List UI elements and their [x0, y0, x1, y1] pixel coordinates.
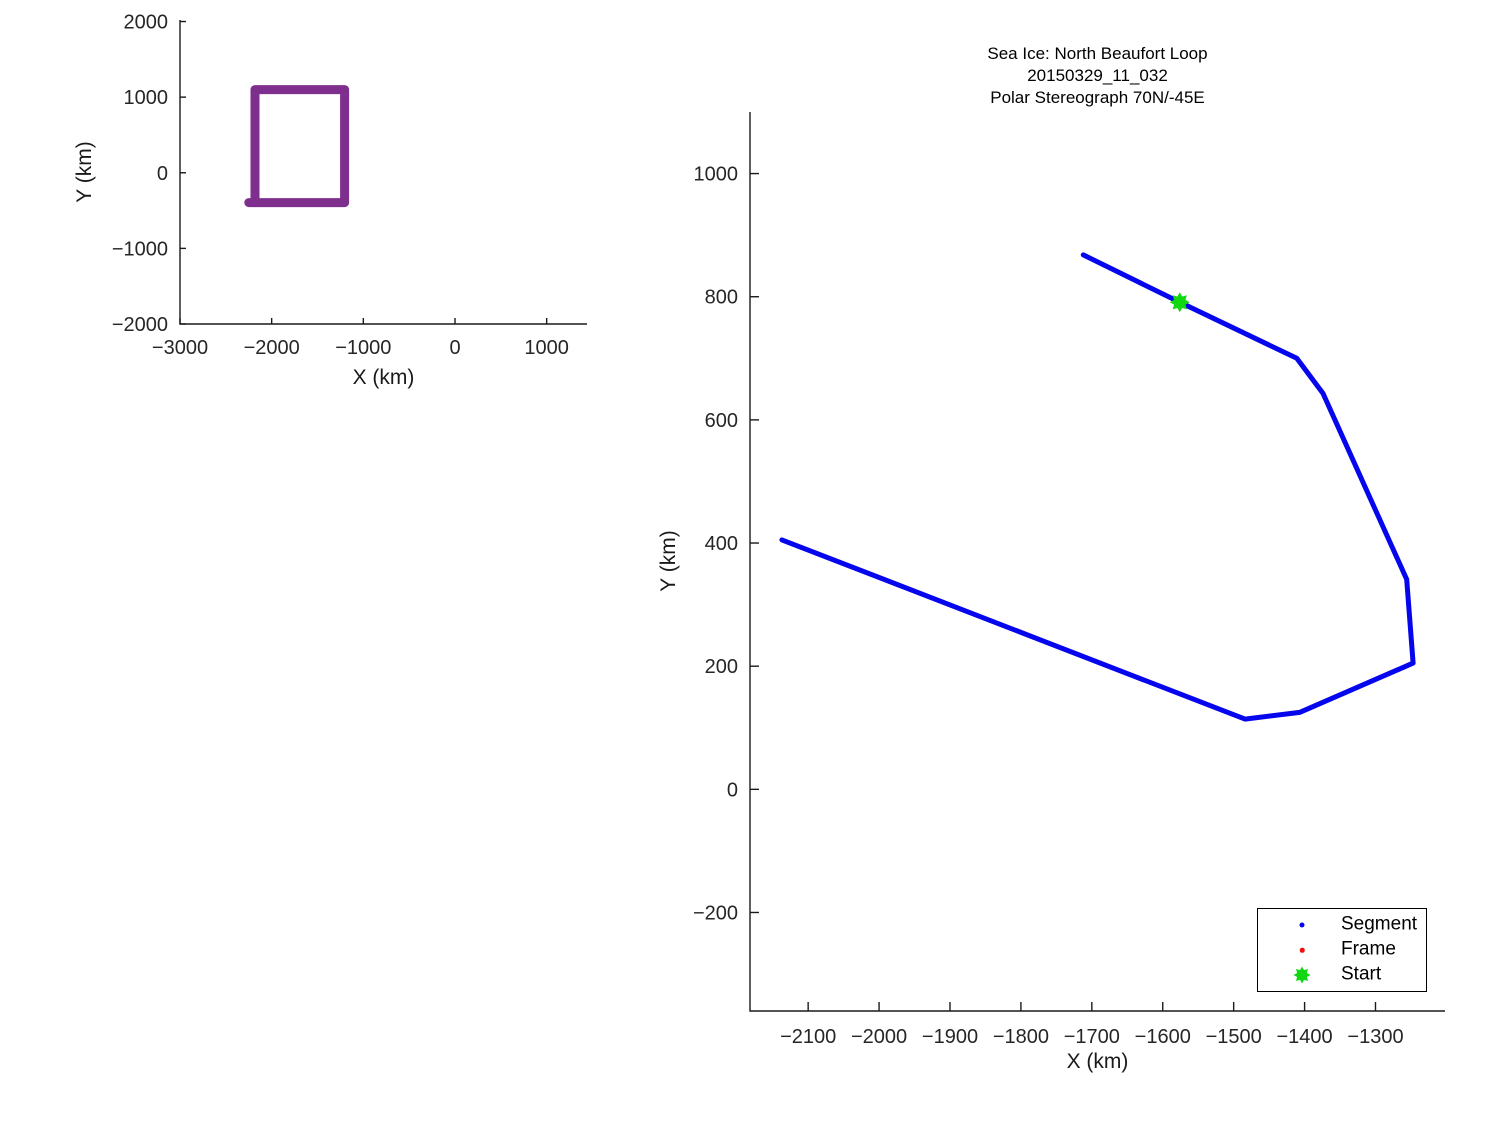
y-tick-label: 1000 [124, 87, 169, 109]
y-tick-label: 0 [157, 163, 168, 185]
axis-spines [749, 112, 1445, 1012]
x-tick-label: −1300 [1347, 1026, 1403, 1048]
series-line-coverage-outline [244, 85, 350, 208]
y-tick-label: 2000 [124, 12, 169, 34]
trajectory-x-axis-label: X (km) [1066, 1050, 1129, 1073]
y-tick-label: −1000 [112, 238, 168, 260]
y-tick-label: 200 [705, 656, 738, 678]
y-tick-label: 400 [705, 533, 738, 555]
x-tick-label: −1000 [335, 337, 391, 359]
x-tick-label: 0 [449, 337, 460, 359]
plot-title-line-3: Polar Stereograph 70N/-45E [990, 88, 1205, 107]
x-tick-label: −2100 [780, 1026, 836, 1048]
trajectory-y-axis-label: Y (km) [657, 530, 680, 592]
legend-label-frame: Frame [1341, 938, 1396, 960]
start-marker [1169, 292, 1190, 313]
legend-row-segment: Segment [1258, 913, 1426, 937]
y-tick-label: −2000 [112, 314, 168, 336]
y-tick-label: 800 [705, 287, 738, 309]
x-tick-label: −1400 [1276, 1026, 1332, 1048]
x-tick-label: −1800 [993, 1026, 1049, 1048]
x-tick-label: −1500 [1206, 1026, 1262, 1048]
start-star-icon [1291, 964, 1313, 986]
legend-label-start: Start [1341, 963, 1382, 985]
plot-title-line-1: Sea Ice: North Beaufort Loop [987, 44, 1208, 63]
segment-dot-icon [1299, 922, 1305, 928]
plot-title: Sea Ice: North Beaufort Loop 20150329_11… [750, 43, 1445, 109]
legend-label-segment: Segment [1341, 913, 1418, 935]
overview-x-axis-label: X (km) [352, 366, 415, 389]
x-tick-label: −2000 [851, 1026, 907, 1048]
y-tick-label: −200 [693, 902, 738, 924]
x-tick-label: −3000 [152, 337, 208, 359]
x-tick-label: 1000 [524, 337, 569, 359]
legend: Segment Frame Start [1257, 908, 1427, 992]
y-tick-label: 600 [705, 410, 738, 432]
x-tick-label: −1600 [1135, 1026, 1191, 1048]
frame-dot-icon [1299, 947, 1305, 953]
plot-title-line-2: 20150329_11_032 [1027, 66, 1168, 85]
y-tick-label: 1000 [694, 164, 739, 186]
overview-y-axis-label: Y (km) [73, 141, 96, 203]
x-tick-label: −1900 [922, 1026, 978, 1048]
legend-row-frame: Frame [1258, 938, 1426, 962]
x-tick-label: −2000 [244, 337, 300, 359]
legend-row-start: Start [1258, 963, 1426, 987]
series-line-segment [779, 252, 1416, 722]
x-tick-label: −1700 [1064, 1026, 1120, 1048]
y-tick-label: 0 [727, 779, 738, 801]
